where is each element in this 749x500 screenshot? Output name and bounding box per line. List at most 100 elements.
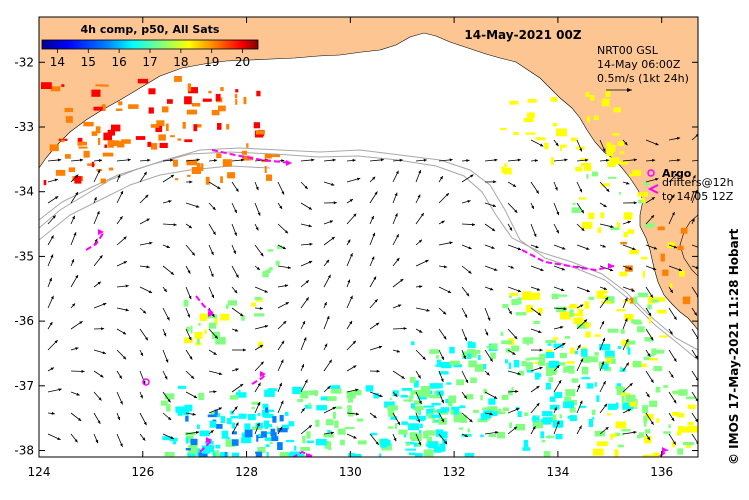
sst-pixel (649, 401, 657, 408)
sst-pixel (570, 368, 573, 370)
sst-pixel (315, 390, 318, 396)
sst-pixel (423, 431, 428, 438)
sst-pixel (514, 360, 519, 368)
sst-pixel (348, 396, 353, 403)
sst-pixel (584, 301, 589, 308)
drifters-line-2: to 14/05 12Z (662, 190, 734, 203)
sst-pixel (527, 341, 529, 345)
sst-pixel (266, 444, 270, 447)
sst-pixel (581, 377, 590, 379)
sst-pixel (618, 141, 624, 146)
sst-pixel (486, 346, 492, 348)
sst-pixel (431, 403, 440, 405)
sst-pixel (575, 167, 582, 172)
sst-pixel (662, 270, 668, 276)
sst-pixel (663, 385, 668, 388)
sst-pixel (173, 440, 176, 445)
sst-pixel (220, 87, 223, 91)
sst-pixel (248, 414, 256, 420)
product-line-3: 0.5m/s (1kt 24h) (597, 72, 689, 85)
sst-pixel (227, 418, 232, 424)
sst-pixel (191, 439, 198, 445)
sst-pixel (482, 407, 491, 410)
sst-pixel (511, 346, 519, 352)
sst-pixel (184, 139, 192, 142)
sst-pixel (522, 293, 531, 301)
x-tick-label: 132 (443, 465, 466, 479)
sst-pixel (242, 151, 247, 155)
sst-pixel (213, 453, 216, 461)
sst-pixel (634, 297, 638, 305)
sst-pixel (678, 246, 684, 250)
sst-pixel (568, 370, 574, 373)
sst-pixel (402, 388, 413, 391)
sst-pixel (642, 198, 646, 203)
product-line-1: NRT00 GSL (597, 44, 659, 57)
credit-text: © IMOS 17-May-2021 11:28 Hobart (727, 228, 741, 465)
sst-pixel (565, 389, 575, 396)
sst-pixel (672, 412, 679, 416)
sst-pixel (572, 378, 579, 383)
sst-pixel (595, 382, 597, 387)
sst-pixel (261, 431, 267, 437)
sst-pixel (200, 431, 210, 437)
sst-pixel (315, 420, 319, 427)
sst-pixel (204, 329, 206, 334)
sst-pixel (638, 192, 649, 196)
sst-pixel (553, 415, 557, 421)
sst-pixel (188, 83, 191, 91)
sst-pixel (459, 405, 465, 408)
sst-pixel (626, 395, 636, 402)
sst-pixel (672, 391, 681, 394)
sst-pixel (420, 424, 423, 428)
sst-pixel (255, 452, 262, 454)
sst-pixel (663, 431, 671, 434)
colorbar-tick-label: 17 (142, 55, 157, 69)
sst-pixel (542, 411, 553, 416)
sst-pixel (437, 360, 441, 367)
sst-pixel (668, 424, 670, 428)
sst-pixel (633, 322, 642, 325)
product-line-2: 14-May 06:00Z (597, 58, 681, 71)
sst-pixel (480, 435, 483, 438)
sst-pixel (607, 413, 611, 415)
sst-pixel (51, 86, 61, 91)
sst-pixel (66, 116, 73, 123)
sst-pixel (559, 362, 566, 365)
sst-pixel (659, 335, 668, 337)
sst-pixel (185, 416, 188, 422)
sst-pixel (551, 97, 558, 102)
sst-pixel (533, 321, 539, 324)
sst-pixel (203, 99, 212, 102)
sst-pixel (272, 416, 276, 423)
sst-pixel (602, 364, 608, 369)
sst-pixel (509, 363, 512, 370)
sst-pixel (198, 323, 200, 326)
colorbar-title: 4h comp, p50, All Sats (81, 23, 220, 36)
sst-pixel (583, 356, 591, 363)
sst-pixel (410, 377, 416, 383)
x-tick-label: 130 (339, 465, 362, 479)
sst-pixel (300, 447, 310, 451)
sst-pixel (571, 138, 577, 142)
sst-pixel (117, 141, 124, 147)
sst-pixel (459, 428, 463, 430)
sst-pixel (118, 101, 122, 105)
sst-pixel (316, 405, 327, 410)
sst-pixel (266, 175, 272, 181)
sst-pixel (683, 297, 691, 299)
sst-pixel (235, 94, 237, 98)
sst-pixel (526, 358, 530, 361)
sst-pixel (656, 350, 664, 354)
sst-pixel (451, 410, 454, 414)
sst-pixel (286, 440, 294, 442)
sst-pixel (616, 421, 627, 428)
sst-pixel (502, 395, 509, 400)
sst-pixel (231, 416, 239, 418)
sst-pixel (503, 407, 509, 411)
sst-pixel (563, 366, 566, 373)
sst-pixel (254, 122, 260, 128)
sst-pixel (277, 442, 283, 450)
sst-pixel (618, 445, 624, 448)
